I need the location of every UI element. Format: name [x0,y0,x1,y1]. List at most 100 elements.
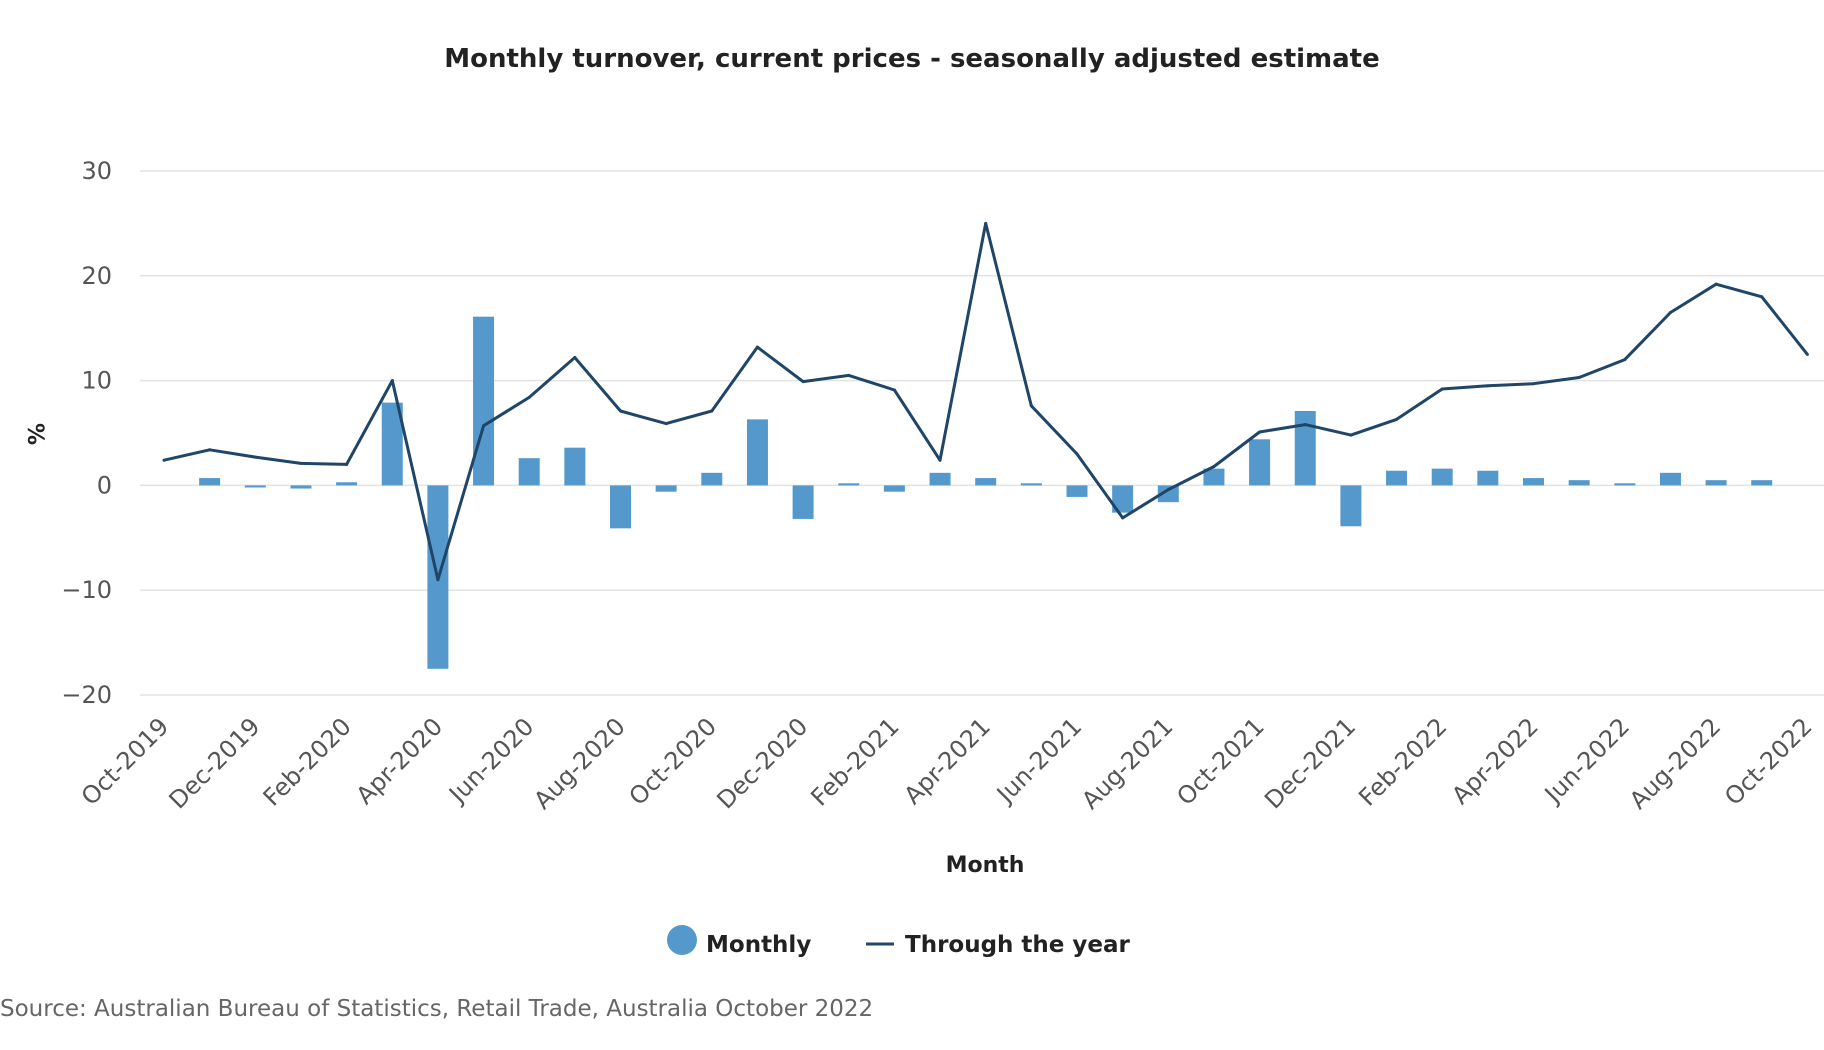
through-the-year-point [1805,352,1809,356]
y-tick-label: −10 [61,576,112,604]
through-the-year-point [1532,382,1535,386]
legend-through-year-label: Through the year [905,932,1131,958]
through-the-year-point [1212,465,1216,469]
monthly-bar [564,447,586,486]
through-the-year-point [1577,375,1581,379]
monthly-bar [655,485,677,492]
through-the-year-point [1258,430,1262,434]
through-the-year-point [1760,295,1764,299]
x-tick-label: Aug-2020 [528,712,630,814]
through-the-year-point [345,462,349,466]
monthly-bar [838,483,860,486]
legend: Monthly Through the year [667,925,1131,958]
through-the-year-point [984,221,988,225]
through-the-year-point [253,455,257,459]
through-the-year-point [801,380,805,384]
y-tick-label: 10 [81,367,112,395]
y-axis-title: % [22,423,47,445]
monthly-bar [701,472,723,486]
x-tick-label: Jun-2022 [1538,712,1635,809]
monthly-bar [1614,483,1636,486]
source-note: Source: Australian Bureau of Statistics,… [0,996,874,1022]
monthly-bar [746,419,768,486]
through-the-year-point [1440,387,1444,391]
monthly-bar [1020,483,1042,486]
monthly-bar [473,316,495,486]
monthly-bar [290,485,312,489]
through-the-year-point [573,356,577,360]
through-the-year-point [1075,452,1079,456]
chart-title: Monthly turnover, current prices - seaso… [444,44,1380,74]
x-tick-label: Apr-2020 [351,712,448,809]
monthly-bar [1294,410,1316,486]
monthly-bar [1431,468,1453,486]
through-the-year-polyline [163,221,1809,582]
through-the-year-point [1623,358,1627,362]
through-the-year-point [892,388,896,392]
through-the-year-point [1349,433,1353,437]
monthly-bar [1203,468,1225,486]
monthly-bar [1523,478,1544,486]
through-the-year-point [847,373,851,377]
x-tick-label: Dec-2021 [1259,712,1361,814]
monthly-bar [792,485,814,519]
through-the-year-point [1714,282,1718,286]
x-tick-label: Aug-2021 [1076,712,1178,814]
monthly-bar [518,458,540,486]
through-the-year-point [390,379,394,383]
through-the-year-point [1166,488,1170,492]
monthly-bar [883,485,905,492]
monthly-bar [1340,485,1362,527]
x-axis-title: Month [946,853,1025,878]
monthly-bar [1249,439,1271,486]
monthly-bar [975,478,997,486]
monthly-bar [1157,485,1179,503]
through-the-year-point [436,578,440,582]
through-the-year-point [664,422,668,426]
through-the-year-point [938,458,942,462]
monthly-bar [1112,485,1134,513]
x-tick-label: Apr-2021 [899,712,996,809]
through-the-year-point [162,458,166,462]
monthly-bar [1659,472,1681,486]
monthly-bar [381,402,403,486]
y-tick-label: 30 [81,157,112,185]
monthly-bar [244,485,266,488]
through-the-year-point [1029,404,1033,408]
x-tick-label: Feb-2022 [1353,712,1452,811]
monthly-bar [610,485,631,529]
x-tick-label: Dec-2020 [711,712,813,814]
x-tick-label: Feb-2020 [258,712,357,811]
x-tick-label: Aug-2022 [1624,712,1726,814]
through-the-year-point [1395,417,1399,421]
y-tick-label: −20 [61,681,112,709]
x-tick-label: Oct-2019 [76,712,174,810]
legend-monthly-marker [667,925,697,955]
x-tick-label: Jun-2020 [442,712,539,809]
x-tick-label: Dec-2019 [164,712,266,814]
through-the-year-point [482,424,486,428]
x-tick-label: Oct-2020 [624,712,722,810]
x-tick-label: Jun-2021 [990,712,1087,809]
y-tick-label: 20 [81,262,112,290]
x-axis-ticks: Oct-2019Dec-2019Feb-2020Apr-2020Jun-2020… [76,712,1818,814]
monthly-bar [1066,485,1088,497]
through-the-year-point [710,409,714,413]
through-the-year-point [1303,423,1307,427]
through-the-year-point [208,448,212,452]
monthly-bar [1386,470,1408,486]
monthly-bar [929,472,951,486]
legend-monthly-label: Monthly [706,932,811,958]
through-the-year-line [162,221,1809,582]
monthly-bars [199,316,1773,669]
through-the-year-point [299,461,303,465]
y-tick-label: 0 [97,471,112,499]
monthly-bar [1477,470,1499,486]
monthly-bar [1705,480,1727,486]
monthly-bar [1568,480,1590,486]
x-tick-label: Oct-2022 [1719,712,1817,810]
through-the-year-point [1668,310,1672,314]
monthly-bar [336,482,358,486]
through-the-year-point [527,395,531,399]
